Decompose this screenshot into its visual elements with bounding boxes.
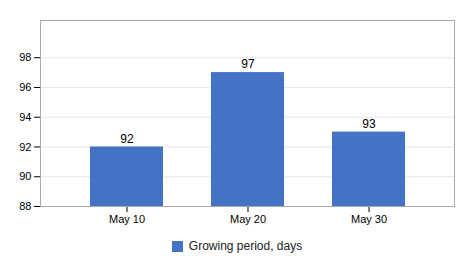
svg-text:92: 92 — [19, 141, 31, 153]
svg-text:94: 94 — [19, 111, 31, 123]
svg-text:May 20: May 20 — [230, 213, 266, 225]
svg-text:93: 93 — [362, 117, 376, 131]
svg-text:92: 92 — [120, 132, 134, 146]
svg-text:May 10: May 10 — [109, 213, 145, 225]
svg-text:96: 96 — [19, 81, 31, 93]
svg-text:88: 88 — [19, 200, 31, 212]
svg-text:97: 97 — [241, 57, 255, 71]
svg-text:May 30: May 30 — [351, 213, 387, 225]
svg-text:98: 98 — [19, 51, 31, 63]
html-text:Growing period, days: Growing period, days — [188, 239, 303, 253]
svg-text:90: 90 — [19, 170, 31, 182]
